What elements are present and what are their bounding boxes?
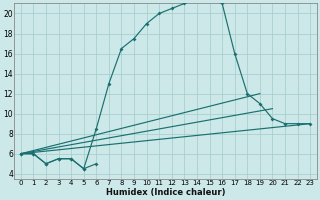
X-axis label: Humidex (Indice chaleur): Humidex (Indice chaleur): [106, 188, 225, 197]
